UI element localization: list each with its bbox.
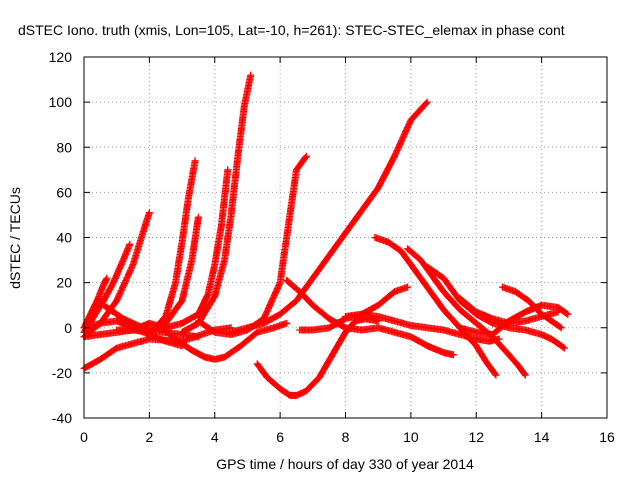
series-24-markers [498, 283, 565, 332]
series-13 [194, 152, 310, 338]
series-12-markers [178, 71, 255, 336]
series-11-markers [162, 166, 232, 332]
y-tick-label: 60 [56, 184, 72, 200]
x-tick-label: 2 [145, 429, 153, 445]
y-tick-label: 20 [56, 275, 72, 291]
series-group [80, 71, 572, 399]
series-20 [404, 245, 529, 379]
series-19-markers [371, 234, 500, 379]
x-tick-labels: 0 2 4 6 8 10 12 14 16 [80, 429, 615, 445]
series-8 [145, 157, 199, 338]
y-tick-label: 0 [64, 320, 72, 336]
y-tick-label: -20 [52, 365, 72, 381]
y-tick-labels: -40 -20 0 20 40 60 80 100 120 [49, 49, 73, 426]
series-9-markers [155, 319, 291, 363]
chart-title: dSTEC Iono. truth (xmis, Lon=105, Lat=-1… [18, 22, 565, 38]
series-23-markers [456, 301, 572, 338]
series-12 [178, 71, 255, 336]
y-tick-label: 80 [56, 139, 72, 155]
x-tick-label: 4 [211, 429, 219, 445]
x-tick-label: 0 [80, 429, 88, 445]
series-14 [227, 98, 431, 336]
tick-marks [83, 56, 608, 419]
grid-lines [84, 57, 607, 418]
x-tick-label: 16 [599, 429, 615, 445]
x-tick-label: 10 [403, 429, 419, 445]
series-20-markers [404, 245, 529, 379]
y-tick-label: 40 [56, 230, 72, 246]
x-tick-label: 14 [534, 429, 550, 445]
x-axis-label: GPS time / hours of day 330 of year 2014 [216, 456, 474, 472]
series-24 [498, 283, 565, 332]
y-axis-label: dSTEC / TECUs [7, 187, 23, 289]
series-14-markers [227, 98, 431, 336]
series-23 [456, 301, 572, 338]
series-9 [155, 319, 291, 363]
series-19 [371, 234, 500, 379]
series-13-markers [194, 152, 310, 338]
y-tick-label: 120 [49, 49, 73, 65]
series-8-markers [145, 157, 199, 338]
y-tick-label: 100 [49, 94, 73, 110]
series-11 [162, 166, 232, 332]
x-tick-label: 6 [276, 429, 284, 445]
y-tick-label: -40 [52, 410, 72, 426]
x-tick-label: 12 [468, 429, 484, 445]
x-tick-label: 8 [342, 429, 350, 445]
